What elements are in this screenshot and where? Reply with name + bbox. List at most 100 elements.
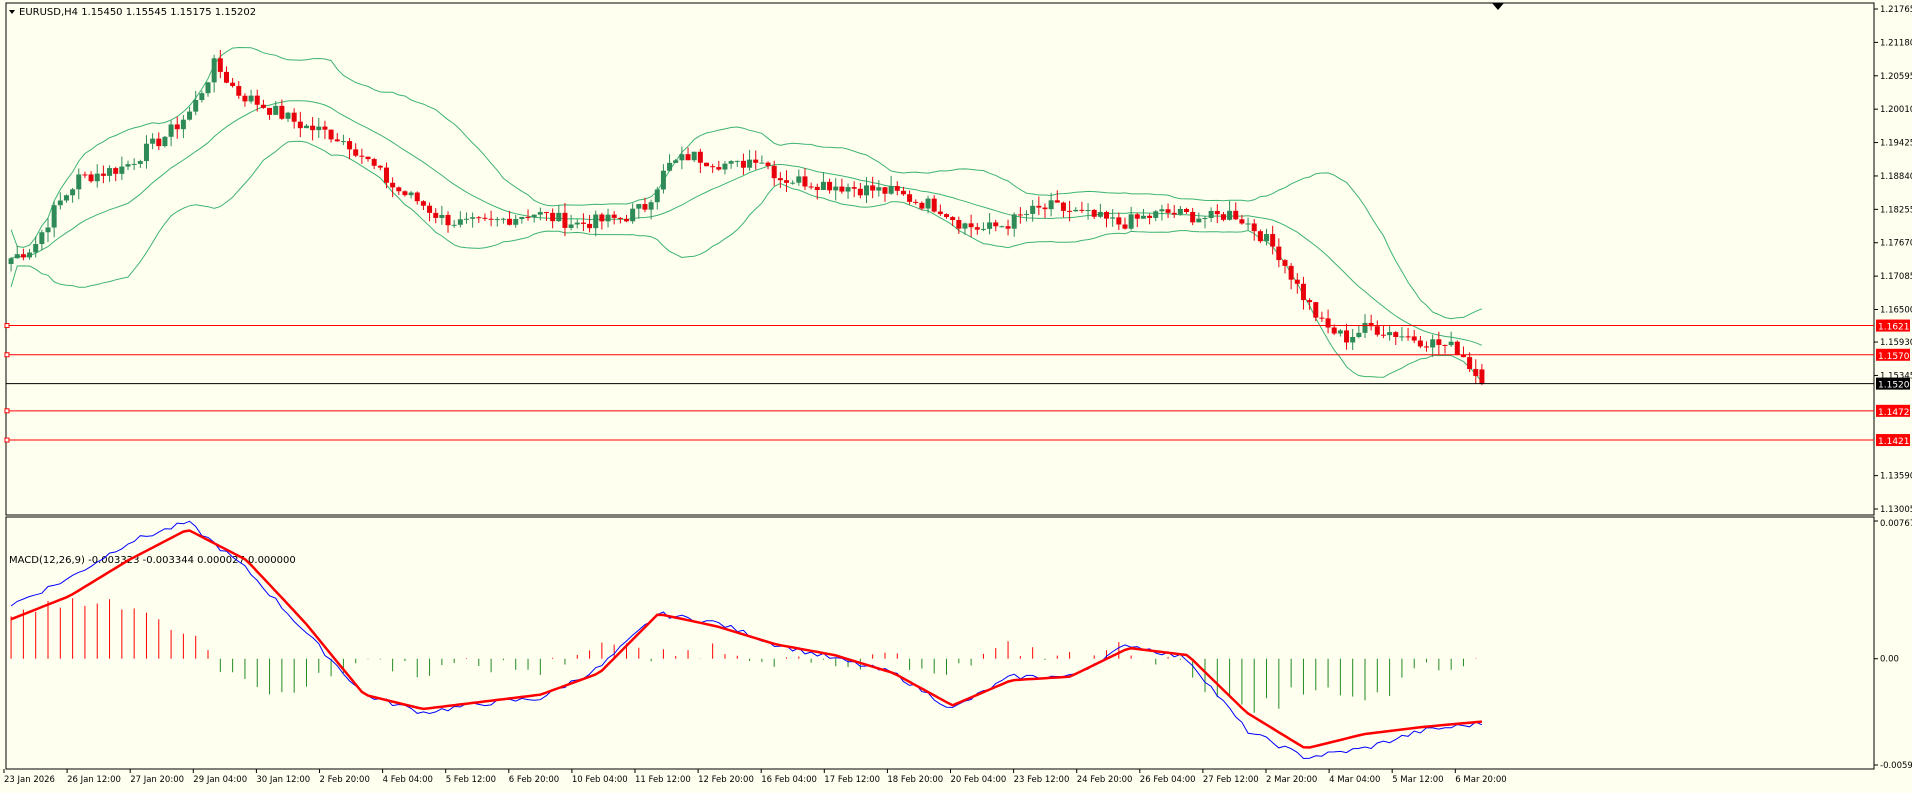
line-anchor-icon[interactable] [4, 408, 10, 414]
candle[interactable] [1171, 204, 1177, 219]
candle[interactable] [1467, 352, 1473, 373]
candle[interactable] [574, 219, 580, 229]
candle[interactable] [1116, 212, 1122, 230]
candle[interactable] [667, 154, 673, 172]
candle[interactable] [1264, 228, 1270, 246]
candle[interactable] [839, 178, 845, 194]
candle[interactable] [944, 213, 950, 219]
candle[interactable] [765, 161, 771, 170]
candle[interactable] [100, 165, 106, 184]
candle[interactable] [267, 107, 273, 120]
candle[interactable] [900, 186, 906, 196]
candle[interactable] [316, 117, 322, 138]
candle[interactable] [500, 217, 506, 224]
candle[interactable] [1313, 301, 1319, 322]
candle[interactable] [1374, 320, 1380, 337]
candle[interactable] [420, 200, 426, 210]
candle[interactable] [1362, 314, 1368, 339]
candle[interactable] [1436, 331, 1442, 355]
candle[interactable] [580, 213, 586, 231]
candle[interactable] [334, 133, 340, 142]
candle[interactable] [1473, 359, 1479, 384]
candle[interactable] [537, 207, 543, 221]
candle[interactable] [1442, 344, 1448, 354]
candle[interactable] [223, 66, 229, 84]
candle[interactable] [482, 213, 488, 222]
candle[interactable] [716, 160, 722, 171]
candle[interactable] [820, 172, 826, 191]
candle[interactable] [439, 205, 445, 225]
candle[interactable] [236, 81, 242, 99]
candle[interactable] [1036, 196, 1042, 215]
candle[interactable] [864, 177, 870, 204]
candle[interactable] [353, 143, 359, 158]
candle[interactable] [1042, 203, 1048, 219]
candle[interactable] [322, 120, 328, 140]
candle[interactable] [1424, 341, 1430, 352]
candle[interactable] [470, 212, 476, 228]
candle[interactable] [630, 203, 636, 224]
candle[interactable] [876, 180, 882, 197]
candle[interactable] [691, 151, 697, 163]
candle[interactable] [968, 214, 974, 237]
candle[interactable] [371, 157, 377, 170]
candle[interactable] [328, 129, 334, 143]
candle[interactable] [623, 214, 629, 223]
candle[interactable] [1430, 334, 1436, 358]
candle[interactable] [254, 89, 260, 112]
candle[interactable] [642, 197, 648, 213]
candle[interactable] [125, 160, 131, 171]
candle[interactable] [242, 93, 248, 107]
candle[interactable] [796, 169, 802, 186]
candle[interactable] [1417, 335, 1423, 349]
candle[interactable] [931, 195, 937, 213]
candle[interactable] [1017, 207, 1023, 224]
candle[interactable] [1184, 207, 1190, 214]
candle[interactable] [1460, 346, 1466, 358]
candle[interactable] [260, 99, 266, 109]
candle[interactable] [82, 171, 88, 179]
candle[interactable] [611, 211, 617, 225]
candle[interactable] [451, 220, 457, 228]
candle[interactable] [107, 165, 113, 182]
candle[interactable] [562, 202, 568, 237]
horizontal-levels[interactable]: 1.16219 1.15707 1.14725 1.14213 1.15202 [4, 319, 1912, 447]
candle[interactable] [1344, 323, 1350, 350]
candle[interactable] [396, 186, 402, 195]
candle[interactable] [974, 223, 980, 235]
candle[interactable] [740, 153, 746, 175]
candle[interactable] [174, 116, 180, 139]
candle[interactable] [1165, 203, 1171, 219]
candle[interactable] [20, 248, 26, 261]
candle[interactable] [1454, 340, 1460, 355]
candle[interactable] [784, 170, 790, 193]
candle[interactable] [1005, 219, 1011, 236]
candle[interactable] [131, 158, 137, 170]
candle[interactable] [1307, 298, 1313, 310]
candle[interactable] [1177, 205, 1183, 216]
candle[interactable] [1024, 210, 1030, 222]
candle[interactable] [913, 199, 919, 205]
candle[interactable] [894, 181, 900, 196]
candle[interactable] [457, 211, 463, 228]
candle[interactable] [180, 115, 186, 139]
candle[interactable] [1085, 203, 1091, 220]
candle[interactable] [1110, 209, 1116, 227]
candle[interactable] [119, 156, 125, 181]
candle[interactable] [1479, 364, 1485, 386]
candle[interactable] [1104, 210, 1110, 228]
candle[interactable] [1368, 314, 1374, 331]
candle[interactable] [556, 204, 562, 222]
candle[interactable] [697, 148, 703, 174]
candle[interactable] [1399, 326, 1405, 342]
candle[interactable] [402, 190, 408, 197]
candle[interactable] [1350, 329, 1356, 351]
candle[interactable] [1331, 324, 1337, 336]
candle[interactable] [956, 216, 962, 234]
candle[interactable] [1122, 217, 1128, 230]
candle[interactable] [1196, 212, 1202, 223]
symbol-dropdown-icon[interactable] [9, 10, 15, 14]
candle[interactable] [187, 107, 193, 121]
